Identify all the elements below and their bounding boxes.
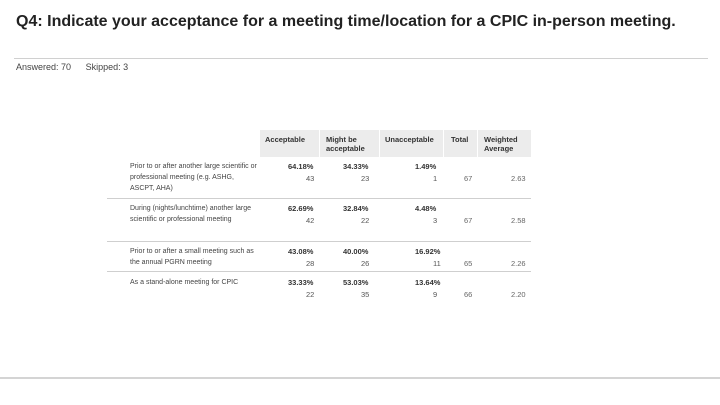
cell-weighted-average: 2.63 bbox=[511, 174, 526, 183]
row-divider bbox=[107, 198, 531, 199]
header-unacceptable: Unacceptable bbox=[385, 135, 434, 144]
cell-percent: 33.33% bbox=[288, 278, 314, 287]
row-label: Prior to or after another large scientif… bbox=[130, 163, 257, 192]
cell-total: 66 bbox=[464, 290, 473, 299]
cell-count: 22 bbox=[306, 290, 315, 299]
row-label: As a stand-alone meeting for CPIC bbox=[130, 279, 239, 286]
header-acceptable: Acceptable bbox=[265, 135, 306, 144]
response-stats: Answered: 70 Skipped: 3 bbox=[16, 62, 140, 72]
cell-count: 26 bbox=[361, 259, 370, 268]
cell-percent: 16.92% bbox=[415, 247, 441, 256]
cell-count: 23 bbox=[361, 174, 370, 183]
results-table: Acceptable Might be acceptable Unaccepta… bbox=[107, 130, 531, 303]
header-blank-cell bbox=[107, 130, 259, 157]
cell-percent: 13.64% bbox=[415, 278, 441, 287]
row-label: During (nights/lunchtime) another large … bbox=[130, 205, 252, 223]
cell-count: 22 bbox=[361, 216, 370, 225]
cell-percent: 62.69% bbox=[288, 204, 314, 213]
cell-weighted-average: 2.58 bbox=[511, 216, 526, 225]
title-divider bbox=[14, 58, 708, 59]
column-separator bbox=[379, 130, 380, 157]
column-separator bbox=[259, 130, 260, 157]
row-label: Prior to or after a small meeting such a… bbox=[130, 248, 254, 266]
cell-weighted-average: 2.26 bbox=[511, 259, 526, 268]
cell-count: 3 bbox=[433, 216, 438, 225]
cell-total: 67 bbox=[464, 216, 473, 225]
cell-percent: 32.84% bbox=[343, 204, 369, 213]
column-separator bbox=[443, 130, 444, 157]
cell-percent: 1.49% bbox=[415, 162, 437, 171]
column-separator bbox=[319, 130, 320, 157]
cell-count: 43 bbox=[306, 174, 315, 183]
cell-total: 67 bbox=[464, 174, 473, 183]
cell-count: 42 bbox=[306, 216, 315, 225]
cell-percent: 43.08% bbox=[288, 247, 314, 256]
footer-divider bbox=[0, 377, 720, 379]
cell-weighted-average: 2.20 bbox=[511, 290, 526, 299]
header-weighted-average: Weighted Average bbox=[484, 135, 518, 153]
row-divider bbox=[107, 241, 531, 242]
header-might-be-acceptable: Might be acceptable bbox=[326, 135, 365, 153]
question-title: Q4: Indicate your acceptance for a meeti… bbox=[16, 13, 676, 30]
cell-count: 1 bbox=[433, 174, 438, 183]
cell-count: 9 bbox=[433, 290, 438, 299]
column-separator bbox=[477, 130, 478, 157]
cell-percent: 40.00% bbox=[343, 247, 369, 256]
answered-count: Answered: 70 bbox=[16, 62, 72, 72]
header-total: Total bbox=[451, 135, 469, 144]
cell-count: 11 bbox=[433, 259, 441, 268]
row-divider bbox=[107, 271, 531, 272]
cell-percent: 64.18% bbox=[288, 162, 314, 171]
skipped-count: Skipped: 3 bbox=[85, 62, 129, 72]
cell-count: 35 bbox=[361, 290, 370, 299]
cell-total: 65 bbox=[464, 259, 473, 268]
cell-percent: 4.48% bbox=[415, 204, 437, 213]
cell-percent: 53.03% bbox=[343, 278, 369, 287]
cell-count: 28 bbox=[306, 259, 315, 268]
cell-percent: 34.33% bbox=[343, 162, 369, 171]
